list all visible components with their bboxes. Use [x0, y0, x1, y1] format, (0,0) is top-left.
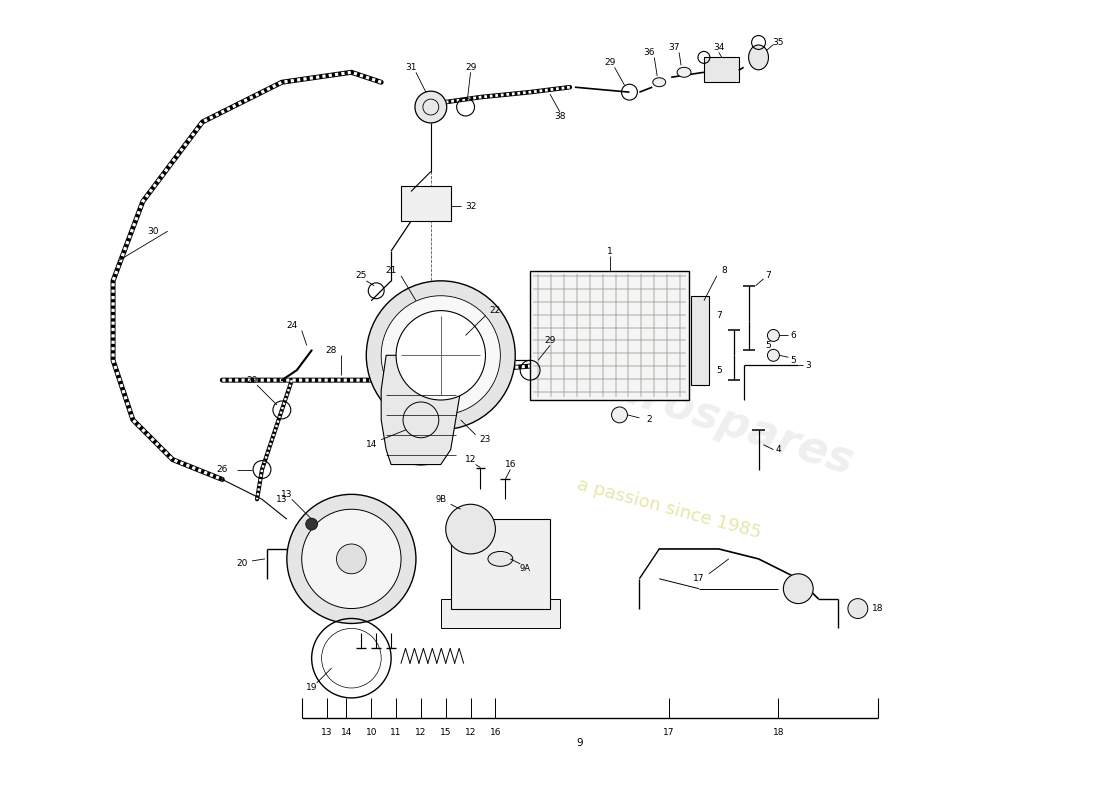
Ellipse shape: [652, 78, 666, 86]
Text: 18: 18: [772, 728, 784, 737]
Text: 20: 20: [236, 559, 248, 568]
Circle shape: [337, 544, 366, 574]
Text: 29: 29: [544, 336, 556, 345]
Text: 17: 17: [663, 728, 675, 737]
Text: 12: 12: [415, 728, 427, 737]
Text: 37: 37: [669, 43, 680, 52]
Text: 1: 1: [607, 246, 613, 255]
Text: 25: 25: [355, 271, 367, 280]
Text: 6: 6: [791, 331, 796, 340]
Bar: [534, 274, 686, 397]
Ellipse shape: [678, 67, 691, 78]
Text: 14: 14: [341, 728, 352, 737]
Ellipse shape: [488, 551, 513, 566]
Circle shape: [446, 504, 495, 554]
Text: 16: 16: [490, 728, 502, 737]
Circle shape: [366, 281, 515, 430]
Text: 24: 24: [286, 321, 297, 330]
Text: 21: 21: [385, 266, 397, 275]
Text: 9A: 9A: [519, 564, 530, 574]
Text: 29: 29: [246, 376, 257, 385]
Text: a passion since 1985: a passion since 1985: [575, 476, 763, 542]
Circle shape: [783, 574, 813, 603]
Text: 13: 13: [276, 495, 287, 504]
Ellipse shape: [768, 350, 780, 362]
Text: 28: 28: [326, 346, 338, 355]
Text: 34: 34: [713, 43, 725, 52]
Circle shape: [612, 407, 627, 423]
Text: 31: 31: [405, 63, 417, 72]
Text: 38: 38: [554, 113, 565, 122]
Polygon shape: [382, 355, 461, 465]
Circle shape: [306, 518, 318, 530]
Text: 32: 32: [465, 202, 476, 211]
Text: 9: 9: [576, 738, 583, 748]
Text: 7: 7: [766, 271, 771, 280]
Text: 12: 12: [465, 728, 476, 737]
Text: eurospares: eurospares: [579, 356, 859, 484]
Bar: [691, 296, 708, 385]
Ellipse shape: [400, 444, 442, 465]
Circle shape: [396, 310, 485, 400]
Text: 11: 11: [390, 728, 402, 737]
Text: 5: 5: [791, 356, 796, 365]
Text: 3: 3: [805, 361, 811, 370]
Text: 2: 2: [647, 415, 652, 424]
Text: 36: 36: [644, 48, 656, 57]
Text: 17: 17: [693, 574, 705, 583]
Bar: [441, 598, 560, 629]
Text: 13: 13: [321, 728, 332, 737]
Text: 8: 8: [720, 266, 727, 275]
Text: 7: 7: [716, 311, 722, 320]
Circle shape: [382, 296, 500, 415]
Text: 10: 10: [365, 728, 377, 737]
Text: 23: 23: [480, 435, 491, 444]
Text: 9B: 9B: [436, 495, 447, 504]
Circle shape: [415, 91, 447, 123]
Text: 29: 29: [604, 58, 615, 67]
Circle shape: [848, 598, 868, 618]
Text: 4: 4: [776, 445, 781, 454]
Text: 14: 14: [365, 440, 377, 449]
Bar: [402, 186, 451, 222]
Text: 5: 5: [716, 366, 722, 374]
Text: 30: 30: [147, 226, 158, 236]
Text: 29: 29: [465, 63, 476, 72]
Text: 16: 16: [505, 460, 516, 469]
Text: 18: 18: [872, 604, 883, 613]
Ellipse shape: [749, 45, 769, 70]
Text: 5: 5: [766, 341, 771, 350]
Text: 15: 15: [440, 728, 451, 737]
Ellipse shape: [768, 330, 780, 342]
Text: 35: 35: [772, 38, 784, 47]
Text: 26: 26: [217, 465, 228, 474]
Bar: [530, 271, 689, 400]
Text: 12: 12: [465, 455, 476, 464]
Bar: [451, 519, 550, 609]
Text: 13: 13: [282, 490, 293, 499]
Text: 19: 19: [306, 683, 318, 693]
Bar: [704, 58, 739, 82]
Circle shape: [287, 494, 416, 623]
Text: 22: 22: [490, 306, 500, 315]
Circle shape: [301, 510, 402, 609]
